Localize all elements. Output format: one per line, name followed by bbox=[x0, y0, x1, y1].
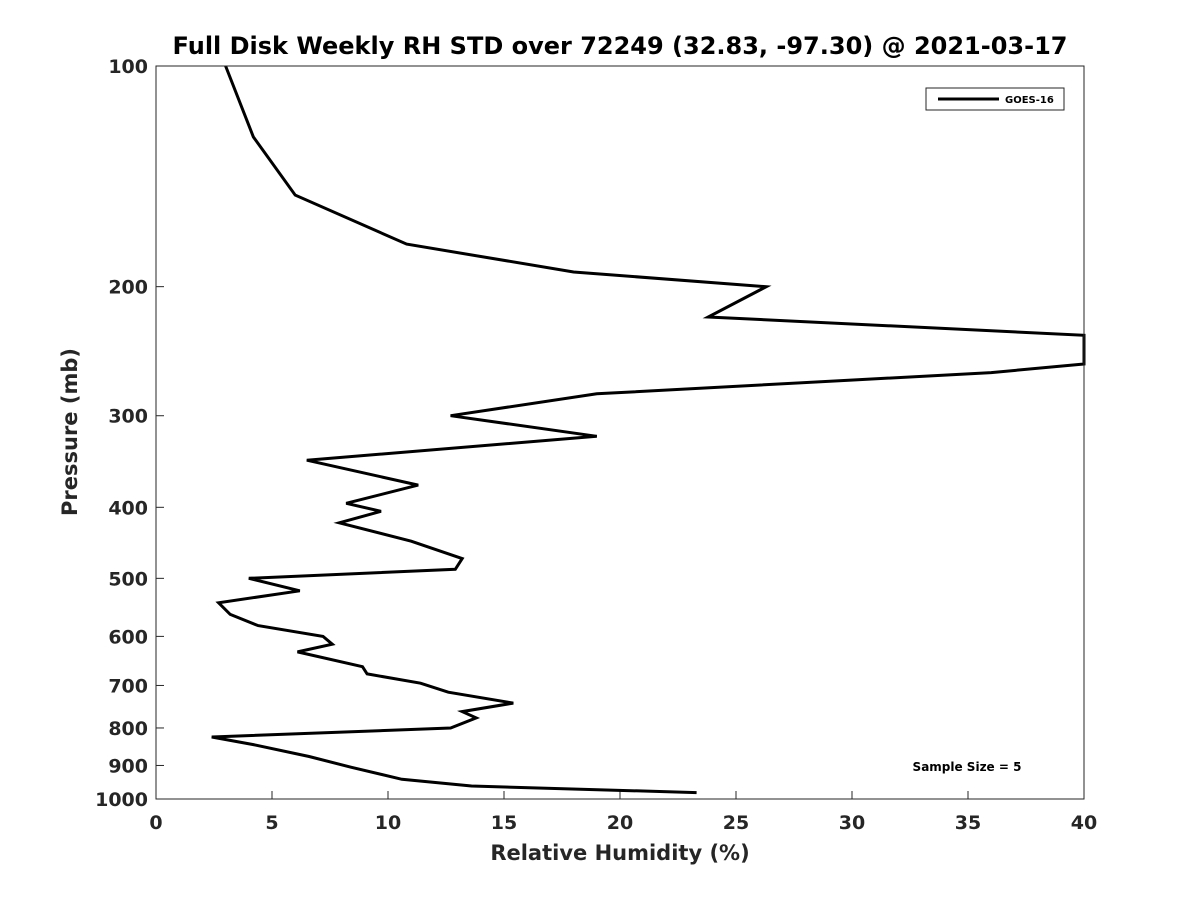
y-tick-label: 500 bbox=[108, 568, 148, 590]
y-tick-label: 800 bbox=[108, 718, 148, 740]
y-tick-label: 300 bbox=[108, 406, 148, 428]
axis-ticks: 0 5 10 15 20 25 30 35 40 100 200 300 400 500 600 700 800… bbox=[95, 56, 1097, 834]
y-tick-label: 700 bbox=[108, 675, 148, 697]
legend: GOES-16 bbox=[925, 87, 1065, 111]
y-tick-label: 900 bbox=[108, 755, 148, 777]
chart-title: Full Disk Weekly RH STD over 72249 (32.8… bbox=[173, 32, 1068, 60]
sample-size-annotation: Sample Size = 5 bbox=[913, 760, 1022, 774]
y-tick-label: 200 bbox=[108, 277, 148, 299]
y-tick-label: 1000 bbox=[95, 789, 148, 811]
plot-frame bbox=[155, 65, 1085, 800]
x-tick-label: 25 bbox=[723, 812, 749, 834]
series-line-goes-16 bbox=[211, 65, 1086, 795]
x-axis-label: Relative Humidity (%) bbox=[490, 841, 749, 865]
x-tick-label: 0 bbox=[149, 812, 162, 834]
x-tick-label: 15 bbox=[491, 812, 517, 834]
y-axis-label: Pressure (mb) bbox=[58, 348, 82, 516]
series-layer bbox=[211, 65, 1086, 795]
x-tick-label: 5 bbox=[265, 812, 278, 834]
x-tick-label: 30 bbox=[839, 812, 865, 834]
y-tick-label: 400 bbox=[108, 497, 148, 519]
y-tick-label: 100 bbox=[108, 56, 148, 78]
y-tick-label: 600 bbox=[108, 626, 148, 648]
x-tick-label: 40 bbox=[1071, 812, 1097, 834]
x-tick-label: 10 bbox=[375, 812, 401, 834]
legend-label: GOES-16 bbox=[1005, 95, 1054, 106]
x-tick-label: 35 bbox=[955, 812, 981, 834]
x-tick-label: 20 bbox=[607, 812, 633, 834]
